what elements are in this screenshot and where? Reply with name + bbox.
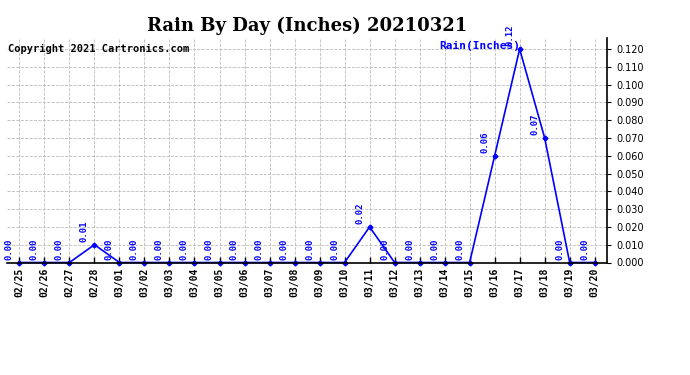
Text: 0.00: 0.00 — [580, 238, 589, 260]
Text: 0.00: 0.00 — [205, 238, 214, 260]
Rain(Inches) — [115, 260, 124, 265]
Text: 0.00: 0.00 — [5, 238, 14, 260]
Rain(Inches) — [290, 260, 299, 265]
Rain(Inches) — [566, 260, 574, 265]
Rain(Inches) — [466, 260, 474, 265]
Text: 0.00: 0.00 — [105, 238, 114, 260]
Text: 0.00: 0.00 — [405, 238, 414, 260]
Title: Rain By Day (Inches) 20210321: Rain By Day (Inches) 20210321 — [147, 16, 467, 34]
Text: 0.00: 0.00 — [255, 238, 264, 260]
Text: 0.00: 0.00 — [55, 238, 64, 260]
Text: 0.00: 0.00 — [430, 238, 439, 260]
Text: 0.00: 0.00 — [155, 238, 164, 260]
Rain(Inches) — [240, 260, 248, 265]
Rain(Inches) — [215, 260, 224, 265]
Rain(Inches) — [40, 260, 48, 265]
Text: 0.01: 0.01 — [80, 220, 89, 242]
Rain(Inches) — [440, 260, 449, 265]
Rain(Inches) — [315, 260, 324, 265]
Rain(Inches) — [140, 260, 148, 265]
Text: 0.00: 0.00 — [30, 238, 39, 260]
Text: 0.12: 0.12 — [505, 25, 514, 46]
Text: 0.00: 0.00 — [555, 238, 564, 260]
Rain(Inches) — [415, 260, 424, 265]
Text: 0.00: 0.00 — [305, 238, 314, 260]
Rain(Inches) — [166, 260, 174, 265]
Rain(Inches) — [366, 225, 374, 229]
Text: 0.00: 0.00 — [330, 238, 339, 260]
Text: 0.00: 0.00 — [455, 238, 464, 260]
Line: Rain(Inches): Rain(Inches) — [18, 47, 596, 264]
Rain(Inches) — [391, 260, 399, 265]
Rain(Inches) — [190, 260, 199, 265]
Text: 0.07: 0.07 — [530, 114, 539, 135]
Rain(Inches) — [540, 136, 549, 140]
Rain(Inches) — [266, 260, 274, 265]
Text: 0.02: 0.02 — [355, 202, 364, 224]
Text: 0.06: 0.06 — [480, 132, 489, 153]
Text: Copyright 2021 Cartronics.com: Copyright 2021 Cartronics.com — [8, 44, 189, 54]
Rain(Inches) — [66, 260, 74, 265]
Text: 0.00: 0.00 — [230, 238, 239, 260]
Rain(Inches) — [591, 260, 599, 265]
Rain(Inches) — [491, 153, 499, 158]
Text: 0.00: 0.00 — [130, 238, 139, 260]
Rain(Inches) — [90, 243, 99, 247]
Rain(Inches) — [515, 47, 524, 51]
Text: 0.00: 0.00 — [180, 238, 189, 260]
Text: Rain(Inches): Rain(Inches) — [439, 41, 520, 51]
Rain(Inches) — [15, 260, 23, 265]
Rain(Inches) — [340, 260, 348, 265]
Text: 0.00: 0.00 — [380, 238, 389, 260]
Text: 0.00: 0.00 — [280, 238, 289, 260]
